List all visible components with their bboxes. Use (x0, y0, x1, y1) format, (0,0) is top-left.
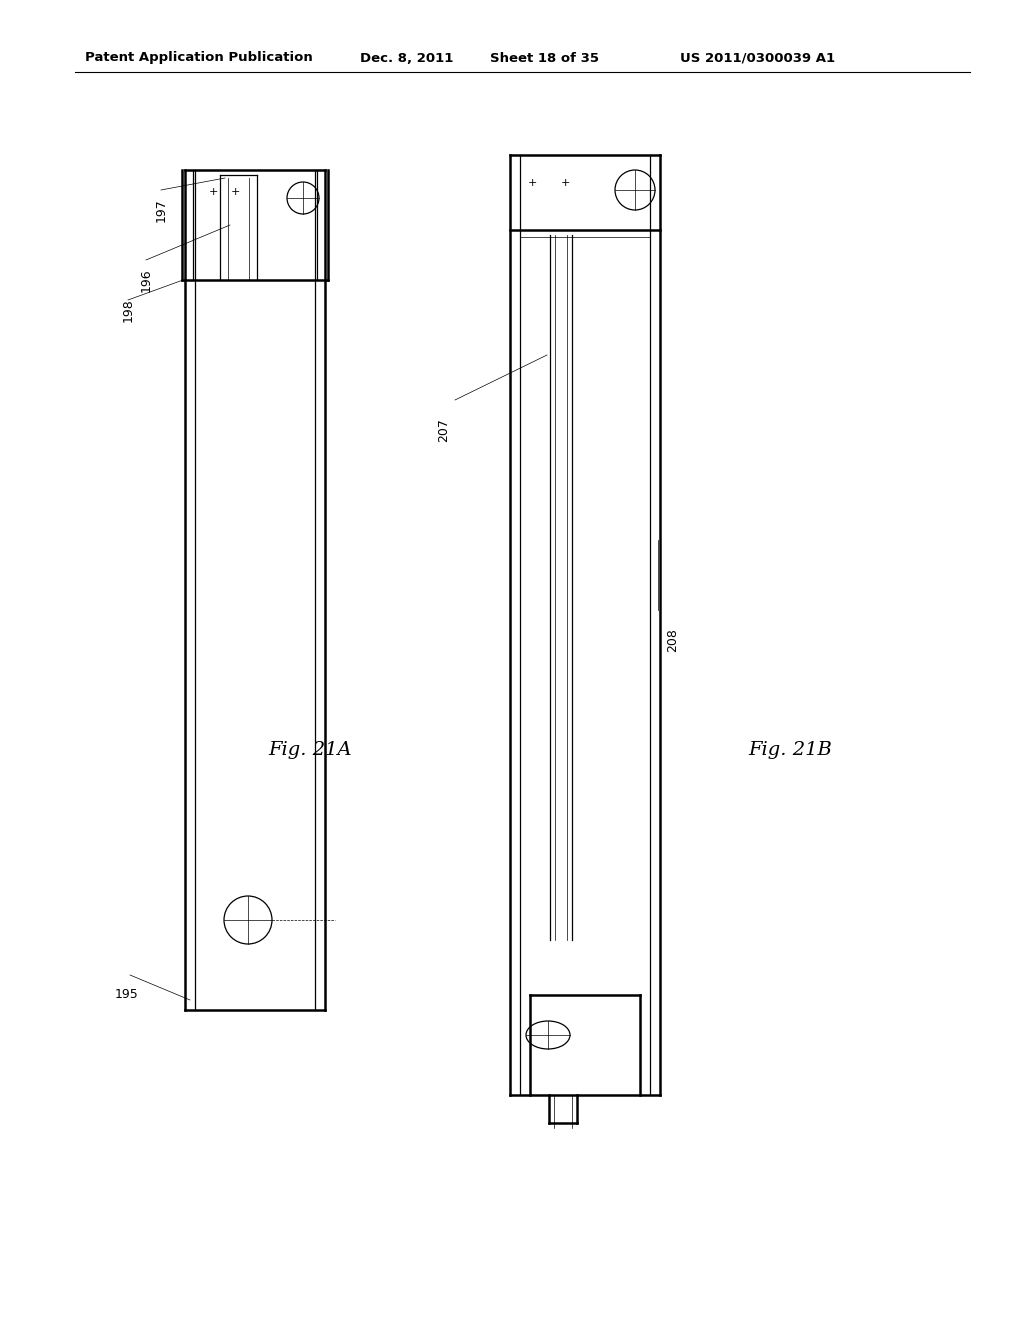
Text: US 2011/0300039 A1: US 2011/0300039 A1 (680, 51, 836, 65)
Text: +: + (208, 187, 218, 197)
Text: 198: 198 (122, 298, 135, 322)
Text: +: + (560, 178, 569, 187)
Text: +: + (527, 178, 537, 187)
Text: 196: 196 (140, 268, 153, 292)
Text: Sheet 18 of 35: Sheet 18 of 35 (490, 51, 599, 65)
Text: Fig. 21A: Fig. 21A (268, 741, 352, 759)
Text: Patent Application Publication: Patent Application Publication (85, 51, 312, 65)
Text: 208: 208 (666, 628, 679, 652)
Text: 207: 207 (437, 418, 450, 442)
Text: Fig. 21B: Fig. 21B (749, 741, 831, 759)
Text: 197: 197 (155, 198, 168, 222)
Text: 195: 195 (115, 989, 138, 1002)
Text: Dec. 8, 2011: Dec. 8, 2011 (360, 51, 454, 65)
Text: +: + (230, 187, 240, 197)
